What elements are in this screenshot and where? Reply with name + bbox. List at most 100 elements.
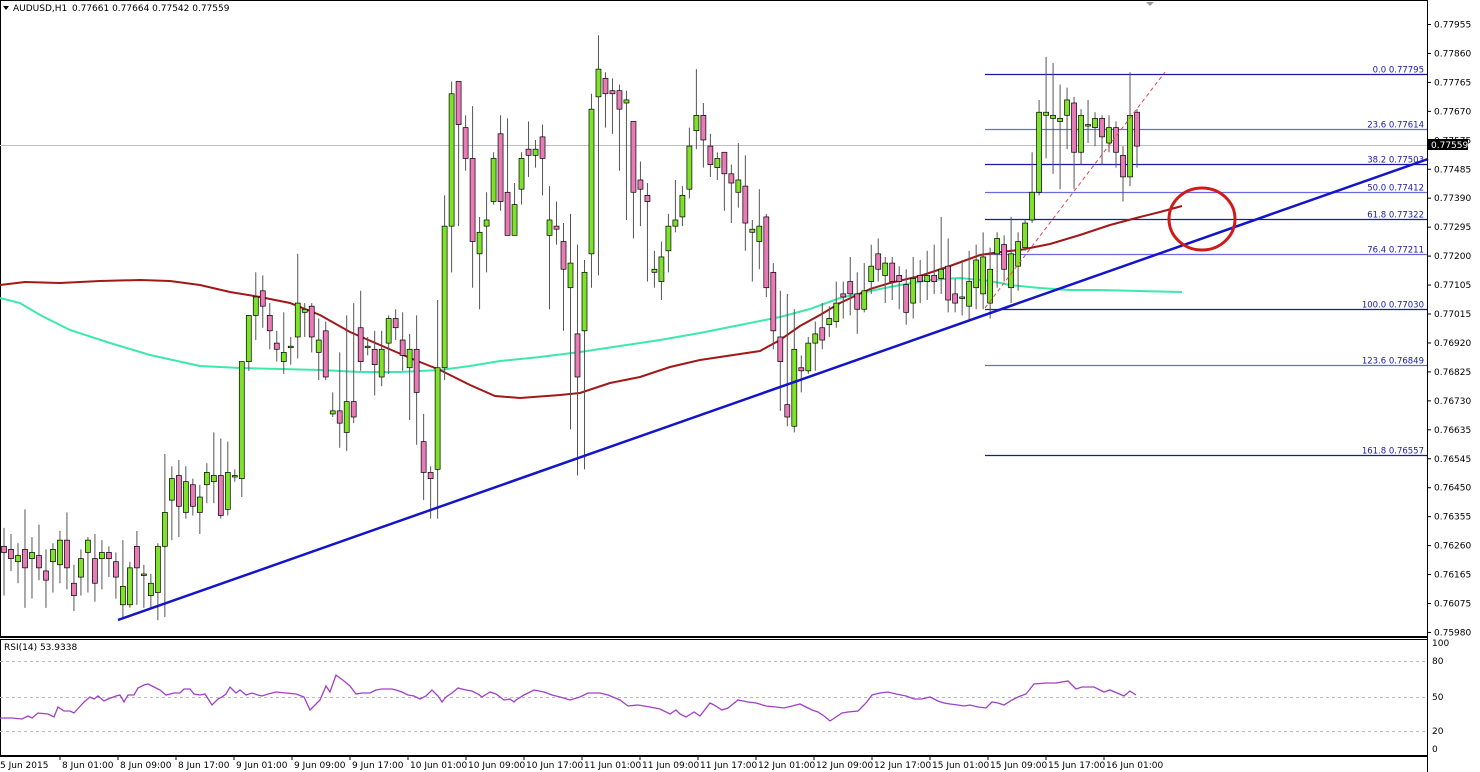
bear-candle [931,275,938,282]
bull-candle [385,318,392,344]
bull-candle [301,308,308,313]
bear-candle [455,81,462,125]
bull-candle [378,348,385,378]
bear-candle [847,281,854,295]
price-tick: 0.76075 [1434,600,1471,610]
bull-candle [812,333,819,344]
main-chart-area[interactable] [0,0,1428,637]
bull-candle [546,219,553,236]
bear-candle [819,327,826,341]
time-tick: 11 Jun 17:00 [700,761,757,771]
bull-candle [210,475,217,483]
bull-candle [581,271,588,332]
bull-candle [1022,222,1028,249]
bear-candle [609,90,616,95]
time-tick: 10 Jun 09:00 [468,761,525,771]
bear-candle [266,315,273,332]
bear-candle [525,148,532,156]
bear-candle [106,552,112,559]
bear-candle [539,136,546,159]
bear-candle [1071,102,1077,153]
price-tick: 0.77485 [1434,165,1471,175]
bull-candle [434,367,441,470]
bear-candle [840,293,847,298]
bear-candle [64,539,70,569]
fib-level-label: 161.8 0.76557 [1362,447,1424,457]
fib-anchor-dashed-line[interactable] [984,71,1166,309]
time-tick: 8 Jun 09:00 [120,761,172,771]
time-tick: 8 Jun 01:00 [62,761,114,771]
bull-candle [1029,191,1035,221]
bull-candle [203,472,210,486]
fib-level-label: 38.2 0.77503 [1367,156,1424,166]
bear-candle [420,441,427,473]
bear-candle [637,179,644,190]
bull-candle [127,567,133,606]
triangle-down-icon[interactable] [3,6,9,10]
bull-candle [567,262,574,289]
bear-candle [36,555,42,569]
bull-candle [1008,253,1014,289]
bear-candle [504,191,511,236]
bull-candle [882,262,889,276]
bear-candle [602,78,609,95]
bear-candle [399,339,406,356]
bear-candle [217,475,224,516]
bull-candle [735,179,742,193]
bull-candle [791,348,798,427]
shift-marker-icon[interactable] [1146,2,1154,6]
bear-candle [1099,118,1105,138]
bull-candle [155,545,161,593]
bear-candle [322,330,329,378]
bull-candle [973,259,979,289]
price-tick: 0.77295 [1434,223,1471,233]
bear-candle [917,275,924,282]
bear-candle [707,145,714,165]
bull-candle [441,225,448,369]
time-tick: 11 Jun 09:00 [642,761,699,771]
bear-candle [574,333,581,378]
bull-candle [476,231,483,255]
time-tick: 15 Jun 17:00 [1048,761,1105,771]
bull-candle [57,539,63,566]
bear-candle [113,561,119,578]
bull-candle [980,256,986,295]
fib-level-label: 123.6 0.76849 [1362,357,1424,367]
ascending-trendline[interactable] [117,157,1429,622]
time-tick: 11 Jun 01:00 [584,761,641,771]
bull-candle [756,225,763,242]
bull-candle [924,275,931,282]
bull-candle [490,158,497,202]
bull-candle [805,342,812,372]
bear-candle [945,265,952,301]
bull-candle [693,114,700,132]
bear-candle [721,151,728,175]
bear-candle [336,410,343,424]
bull-candle [329,410,336,415]
bear-candle [175,475,182,507]
bull-candle [169,478,175,501]
bear-candle [952,293,959,304]
price-tick: 0.76165 [1434,571,1471,581]
time-tick: 10 Jun 17:00 [526,761,583,771]
bull-candle [162,512,168,547]
bull-candle [315,339,322,353]
price-tick: 0.75980 [1434,628,1471,638]
bull-candle [868,265,875,282]
price-tick: 0.76450 [1434,484,1471,494]
fib-level-label: 23.6 0.77614 [1367,121,1424,131]
bear-candle [259,290,266,307]
current-price-tag: 0.77559 [1428,139,1468,151]
bull-candle [987,268,993,304]
fibonacci-retracement[interactable]: 0.0 0.77795 23.6 0.77614 38.2 0.77503 50.0 … [985,66,1427,457]
rsi-tick: 0 [1432,745,1438,755]
bear-candle [22,549,28,569]
bull-candle [672,219,679,227]
ma-100-red-line [0,205,1183,400]
bear-candle [1001,244,1007,270]
bull-candle [1036,111,1042,193]
bear-candle [1113,127,1119,153]
bear-candle [616,90,623,110]
bear-candle [189,484,196,507]
bear-candle [700,114,707,141]
